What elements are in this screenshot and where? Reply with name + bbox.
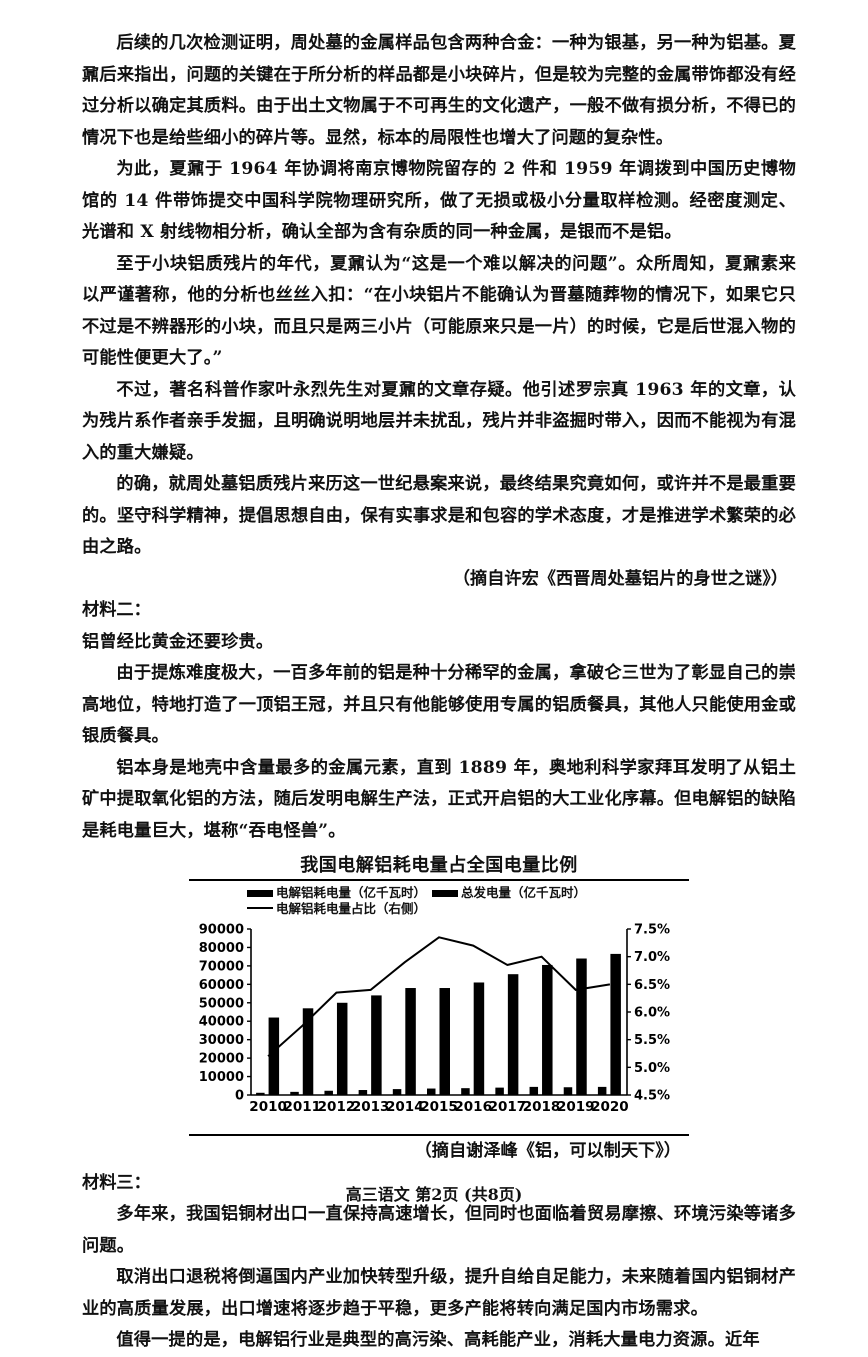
material-three-label: 材料三： — [82, 1172, 151, 1193]
legend-swatch-bar2-icon — [432, 890, 459, 897]
svg-text:2013: 2013 — [352, 1099, 390, 1115]
legend-swatch-bar-icon — [247, 890, 273, 897]
paragraph-2: 为此，夏鼐于 1964 年协调将南京博物院留存的 2 件和 1959 年调拨到中… — [82, 159, 796, 242]
material-two-source: （摘自谢泽峰《铝，可以制天下》） — [414, 1141, 681, 1161]
svg-text:6.0%: 6.0% — [634, 1006, 670, 1021]
svg-text:0: 0 — [235, 1089, 244, 1104]
svg-text:60000: 60000 — [199, 978, 244, 993]
chart-title: 我国电解铝耗电量占全国电量比例 — [300, 855, 578, 876]
svg-text:5.0%: 5.0% — [634, 1061, 670, 1076]
svg-text:2016: 2016 — [454, 1099, 492, 1115]
svg-text:2020: 2020 — [591, 1099, 629, 1115]
exam-page: 后续的几次检测证明，周处墓的金属样品包含两种合金：一种为银基，另一种为铝基。夏鼐… — [82, 33, 796, 1350]
svg-text:5.5%: 5.5% — [634, 1033, 670, 1048]
svg-text:2018: 2018 — [523, 1099, 561, 1115]
legend-item-0: 电解铝耗电量（亿千瓦时） — [247, 885, 426, 901]
svg-text:30000: 30000 — [199, 1033, 244, 1048]
material-two-paragraph-1: 铝曾经比黄金还要珍贵。 — [82, 631, 274, 652]
chart-plot-area: 0 10000 20000 30000 40000 50000 60000 70000 8000… — [189, 917, 689, 1132]
material-two-paragraph-2: 由于提炼难度极大，一百多年前的铝是种十分稀罕的金属，拿破仑三世为了彰显自己的崇高… — [82, 663, 796, 746]
material-two-paragraph-3: 铝本身是地壳中含量最多的金属元素，直到 1889 年，奥地利科学家拜耳发明了从铝… — [82, 757, 796, 841]
material-three-paragraph-1: 多年来，我国铝铜材出口一直保持高速增长，但同时也面临着贸易摩擦、环境污染等诸多问… — [82, 1204, 796, 1256]
svg-text:2019: 2019 — [557, 1099, 595, 1115]
svg-text:6.5%: 6.5% — [634, 978, 670, 993]
paragraph-5: 的确，就周处墓铝质残片来历这一世纪悬案来说，最终结果究竟如何，或许并不是最重要的… — [82, 474, 796, 557]
chart-frame: 电解铝耗电量（亿千瓦时） 总发电量（亿千瓦时） 电解铝耗电量占比（右侧） 0 100… — [189, 879, 689, 1136]
paragraph-3: 至于小块铝质残片的年代，夏鼐认为“这是一个难以解决的问题”。众所周知，夏鼐素来以… — [82, 253, 796, 369]
svg-text:40000: 40000 — [199, 1015, 244, 1030]
svg-text:50000: 50000 — [199, 996, 244, 1011]
paragraph-1: 后续的几次检测证明，周处墓的金属样品包含两种合金：一种为银基，另一种为铝基。夏鼐… — [82, 33, 796, 148]
svg-text:2015: 2015 — [420, 1099, 458, 1115]
legend-label-2: 电解铝耗电量占比（右侧） — [276, 901, 427, 916]
material-three-paragraph-2: 取消出口退税将倒逼国内产业加快转型升级，提升自给自足能力，未来随着国内铝铜材产业… — [82, 1267, 796, 1319]
svg-text:10000: 10000 — [199, 1070, 244, 1085]
legend-item-1: 总发电量（亿千瓦时） — [432, 885, 586, 901]
svg-text:2011: 2011 — [283, 1099, 321, 1115]
svg-text:7.5%: 7.5% — [634, 923, 670, 938]
svg-text:2012: 2012 — [318, 1099, 356, 1115]
svg-text:2014: 2014 — [386, 1099, 424, 1115]
legend-label-1: 总发电量（亿千瓦时） — [461, 885, 587, 900]
chart-legend: 电解铝耗电量（亿千瓦时） 总发电量（亿千瓦时） 电解铝耗电量占比（右侧） — [189, 885, 689, 917]
svg-text:70000: 70000 — [199, 959, 244, 974]
svg-text:2010: 2010 — [249, 1099, 287, 1115]
svg-text:80000: 80000 — [199, 941, 244, 956]
svg-text:7.0%: 7.0% — [634, 950, 670, 965]
page-footer: 高三语文 第2页 (共8页) — [345, 1185, 523, 1204]
svg-text:90000: 90000 — [199, 923, 244, 938]
svg-text:20000: 20000 — [199, 1052, 244, 1067]
paragraph-4: 不过，著名科普作家叶永烈先生对夏鼐的文章存疑。他引述罗宗真 1963 年的文章，… — [82, 379, 796, 463]
legend-label-0: 电解铝耗电量（亿千瓦时） — [276, 885, 427, 900]
material-two-label: 材料二： — [82, 600, 151, 620]
legend-item-2: 电解铝耗电量占比（右侧） — [247, 901, 426, 917]
svg-text:2017: 2017 — [489, 1099, 527, 1115]
material-one-source: （摘自许宏《西晋周处墓铝片的身世之谜》） — [452, 568, 788, 589]
legend-swatch-line-icon — [247, 906, 273, 909]
svg-text:4.5%: 4.5% — [634, 1089, 670, 1104]
chart-container: 我国电解铝耗电量占全国电量比例 电解铝耗电量（亿千瓦时） 总发电量（亿千瓦时） 电… — [189, 851, 689, 1168]
chart-svg: 0 10000 20000 30000 40000 50000 60000 70000 8000… — [199, 923, 670, 1116]
material-three-paragraph-3: 值得一提的是，电解铝行业是典型的高污染、高耗能产业，消耗大量电力资源。近年 — [116, 1330, 760, 1350]
